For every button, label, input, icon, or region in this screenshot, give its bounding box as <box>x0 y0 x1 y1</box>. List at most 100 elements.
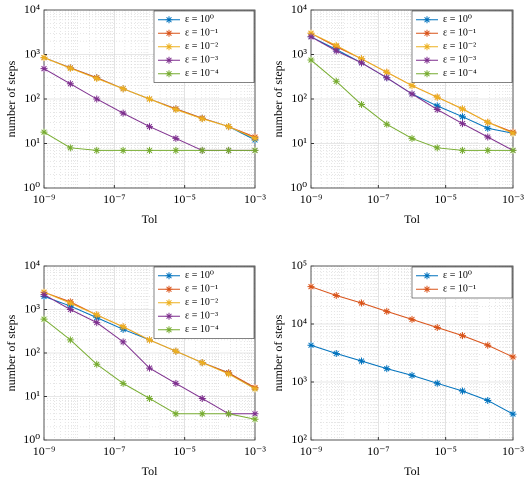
y-tick-label: 10⁴ <box>24 258 40 272</box>
marker <box>332 41 340 49</box>
legend-label: ε = 10⁻⁴ <box>185 324 219 335</box>
marker <box>172 134 180 142</box>
x-tick-label: 10⁻³ <box>502 444 524 458</box>
x-tick-label: 10⁻³ <box>502 192 524 206</box>
marker <box>408 315 416 323</box>
marker <box>172 410 180 418</box>
marker <box>433 379 441 387</box>
marker <box>251 410 259 418</box>
marker <box>146 336 153 344</box>
marker <box>172 146 180 154</box>
marker <box>66 144 74 152</box>
legend-label: ε = 10⁻¹ <box>185 28 218 39</box>
legend-label: ε = 10⁰ <box>185 14 214 25</box>
marker <box>357 59 365 67</box>
y-axis-label: number of steps <box>271 314 285 391</box>
y-tick-label: 10³ <box>24 301 40 315</box>
marker <box>225 370 233 378</box>
marker <box>484 396 492 404</box>
marker <box>40 65 48 73</box>
marker <box>357 55 365 63</box>
marker <box>408 90 416 98</box>
x-tick-label: 10⁻⁹ <box>300 192 323 206</box>
legend-marker <box>165 272 173 280</box>
legend-label: ε = 10⁻¹ <box>443 28 476 39</box>
marker <box>251 415 259 423</box>
legend-marker <box>165 29 173 37</box>
legend-marker <box>165 285 173 293</box>
x-tick-label: 10⁻⁵ <box>173 444 196 458</box>
legend-label: ε = 10⁻¹ <box>185 284 218 295</box>
y-tick-label: 10⁰ <box>23 432 40 446</box>
legend-marker <box>165 16 173 24</box>
marker <box>198 115 206 123</box>
marker <box>172 106 180 114</box>
y-tick-label: 10² <box>24 345 40 359</box>
legend-marker <box>423 56 431 64</box>
marker <box>119 85 127 93</box>
x-axis-label: Tol <box>142 212 158 226</box>
x-tick-label: 10⁻⁵ <box>434 192 457 206</box>
marker <box>93 360 101 368</box>
marker <box>119 109 127 117</box>
axes-frame <box>43 9 256 189</box>
marker <box>146 146 153 154</box>
marker <box>93 74 101 82</box>
marker <box>119 146 127 154</box>
marker <box>225 146 233 154</box>
subplot: 10⁻⁹ 10⁻⁷ 10⁻⁵ 10⁻³ 10² 10³ 10⁴ 10⁵ Tol number of… <box>271 258 525 478</box>
marker <box>146 394 153 402</box>
marker <box>332 350 340 358</box>
marker <box>484 341 492 349</box>
marker <box>146 364 153 372</box>
marker <box>66 336 74 344</box>
legend-box <box>411 266 513 299</box>
x-tick-label: 10⁻⁹ <box>300 444 323 458</box>
x-tick-label: 10⁻⁵ <box>434 444 457 458</box>
marker <box>332 292 340 300</box>
marker <box>66 64 74 72</box>
subplot: 10⁻⁹ 10⁻⁷ 10⁻⁵ 10⁻³ 10⁰ 10¹ 10² 10³ 10⁴ Tol number… <box>271 2 525 226</box>
y-tick-label: 10¹ <box>24 388 40 402</box>
subplot: 10⁻⁹ 10⁻⁷ 10⁻⁵ 10⁻³ 10⁰ 10¹ 10² 10³ 10⁴ Tol number… <box>4 258 267 478</box>
y-tick-label: 10⁰ <box>290 180 307 194</box>
marker <box>433 93 441 101</box>
marker <box>93 319 101 327</box>
legend-marker <box>165 43 173 51</box>
x-tick-label: 10⁻⁷ <box>103 444 126 458</box>
marker <box>225 410 233 418</box>
marker <box>66 299 74 307</box>
y-tick-label: 10⁵ <box>291 258 307 272</box>
marker <box>66 306 74 313</box>
y-tick-label: 10⁴ <box>291 316 307 330</box>
marker <box>433 106 441 114</box>
marker <box>93 95 101 103</box>
marker <box>119 323 127 331</box>
marker <box>307 29 315 37</box>
marker <box>357 101 365 109</box>
marker <box>433 144 441 152</box>
marker <box>198 359 206 367</box>
marker <box>198 410 206 418</box>
marker <box>433 324 441 332</box>
legend-label: ε = 10⁰ <box>443 14 472 25</box>
y-tick-label: 10² <box>24 91 40 105</box>
marker <box>307 56 315 64</box>
marker <box>225 123 233 131</box>
legend-label: ε = 10⁻² <box>185 297 218 308</box>
y-tick-label: 10³ <box>24 46 40 60</box>
x-tick-label: 10⁻⁷ <box>367 192 390 206</box>
legend-marker <box>423 272 431 280</box>
y-axis-label: number of steps <box>4 314 18 391</box>
marker <box>357 299 365 307</box>
marker <box>40 291 48 299</box>
legend-marker <box>423 16 431 24</box>
marker <box>433 102 441 110</box>
legend-label: ε = 10⁻³ <box>185 311 218 322</box>
y-tick-label: 10¹ <box>24 135 40 149</box>
legend-marker <box>165 326 173 334</box>
marker <box>198 394 206 402</box>
marker <box>332 77 340 85</box>
marker <box>484 124 492 132</box>
